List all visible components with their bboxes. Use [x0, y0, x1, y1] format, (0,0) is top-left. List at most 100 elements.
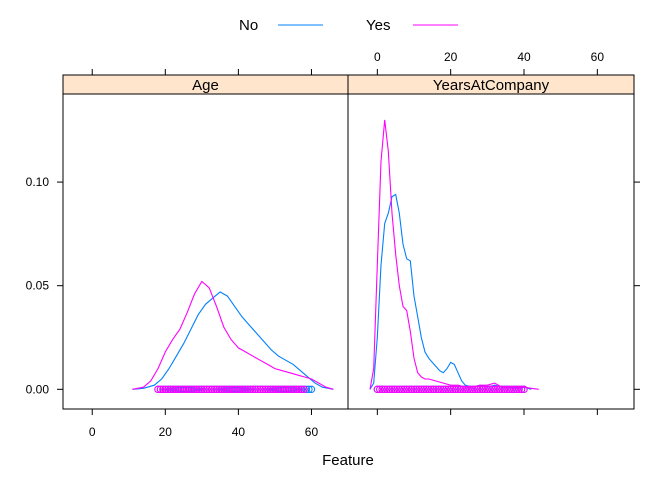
rug-point — [298, 385, 306, 394]
density-line-no — [369, 193, 532, 390]
rug-point — [173, 385, 182, 394]
rug-point — [188, 385, 196, 394]
rug-point — [200, 385, 208, 394]
rug-point — [234, 385, 243, 394]
rug-point — [490, 385, 499, 394]
rug-point — [373, 385, 382, 394]
x-tick-label-top: 60 — [591, 50, 605, 64]
rug-point — [508, 385, 516, 394]
rug-point — [166, 385, 174, 394]
rug-point — [185, 385, 194, 394]
rug-point — [285, 385, 294, 394]
rug-point — [227, 385, 235, 394]
strip-label: Age — [192, 77, 219, 94]
rug-point — [486, 385, 494, 394]
rug-point — [273, 385, 282, 394]
rug-point — [261, 385, 269, 394]
rug-point — [193, 385, 201, 394]
rug-point — [398, 385, 406, 394]
rug-point — [295, 385, 303, 394]
panel-border — [347, 93, 635, 410]
rug-point — [212, 385, 221, 394]
rug-point — [476, 385, 484, 394]
rug-point — [378, 385, 386, 394]
rug-point — [444, 385, 452, 394]
rug-point — [383, 385, 391, 394]
rug-point — [400, 385, 408, 394]
rug-point — [468, 385, 477, 394]
rug-point — [388, 385, 396, 394]
rug-point — [402, 385, 411, 394]
rug-point — [266, 385, 274, 394]
rug-point — [168, 385, 177, 394]
rug-point — [512, 385, 521, 394]
rug-point — [263, 385, 272, 394]
rug-point — [198, 385, 206, 394]
rug-point — [241, 385, 250, 394]
rug-point — [203, 385, 211, 394]
density-line-yes — [132, 280, 334, 390]
x-tick-label-top: 0 — [374, 50, 381, 64]
rug-point — [503, 385, 511, 394]
rug-point — [471, 385, 479, 394]
rug-point — [432, 385, 440, 394]
rug-point — [395, 385, 404, 394]
rug-point — [456, 385, 465, 394]
rug-point — [415, 385, 423, 394]
rug-point — [222, 385, 230, 394]
x-tick-label-top: 40 — [517, 50, 531, 64]
rug-point — [390, 385, 399, 394]
rug-point — [161, 385, 170, 394]
rug-point — [224, 385, 233, 394]
legend-label-yes: Yes — [366, 17, 390, 34]
rug-point — [449, 385, 457, 394]
rug-point — [293, 385, 301, 394]
rug-point — [481, 385, 489, 394]
rug-point — [276, 385, 284, 394]
rug-point — [178, 385, 187, 394]
rug-point — [517, 385, 526, 394]
legend-label-no: No — [239, 17, 258, 34]
y-tick-label: 0.05 — [26, 279, 50, 293]
rug-point — [305, 385, 313, 394]
rug-point — [427, 385, 435, 394]
rug-point — [393, 385, 401, 394]
rug-point — [454, 385, 462, 394]
rug-point — [412, 385, 421, 394]
rug-point — [410, 385, 418, 394]
rug-point — [439, 385, 448, 394]
rug-point — [380, 385, 389, 394]
rug-point — [461, 385, 470, 394]
rug-point — [510, 385, 518, 394]
rug-point — [488, 385, 496, 394]
rug-point — [288, 385, 296, 394]
y-tick-label: 0.00 — [26, 382, 50, 396]
rug-point — [244, 385, 252, 394]
x-tick-label: 0 — [89, 425, 96, 439]
rug-point — [217, 385, 226, 394]
rug-point — [424, 385, 433, 394]
rug-point — [302, 385, 311, 394]
rug-point — [451, 385, 460, 394]
rug-point — [422, 385, 430, 394]
rug-point — [159, 385, 167, 394]
rug-point — [459, 385, 467, 394]
rug-point — [464, 385, 472, 394]
rug-point — [164, 385, 172, 394]
rug-point — [495, 385, 504, 394]
rug-point — [446, 385, 455, 394]
x-tick-label-top: 20 — [444, 50, 458, 64]
rug-point — [498, 385, 506, 394]
rug-point — [483, 385, 492, 394]
rug-point — [207, 385, 216, 394]
rug-point — [176, 385, 184, 394]
rug-point — [290, 385, 299, 394]
rug-point — [232, 385, 240, 394]
rug-point — [229, 385, 238, 394]
y-axis: 0.00 0.05 0.10 — [26, 175, 640, 396]
rug-point — [420, 385, 428, 394]
rug-point — [405, 385, 413, 394]
rug-point — [215, 385, 223, 394]
rug-point — [154, 385, 162, 394]
